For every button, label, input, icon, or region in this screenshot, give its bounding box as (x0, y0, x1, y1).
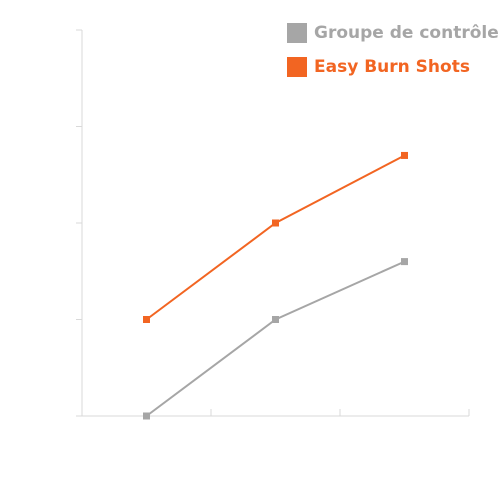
data-point (143, 316, 150, 323)
legend-item-control: Groupe de contrôle (287, 22, 499, 44)
data-point (143, 412, 150, 420)
chart-legend: Groupe de contrôle Easy Burn Shots (287, 22, 499, 90)
data-point (272, 316, 279, 323)
series-1 (143, 151, 408, 323)
legend-label-control: Groupe de contrôle (314, 23, 499, 43)
legend-label-easy-burn-shots: Easy Burn Shots (314, 57, 470, 77)
legend-swatch-control (287, 23, 307, 43)
chart-series (143, 151, 408, 420)
series-line (145, 260, 405, 417)
legend-item-easy-burn-shots: Easy Burn Shots (287, 56, 499, 78)
data-point (401, 151, 408, 159)
series-0 (143, 258, 408, 420)
data-point (401, 258, 408, 266)
data-point (272, 219, 279, 227)
legend-swatch-easy-burn-shots (287, 57, 307, 77)
series-line (145, 154, 405, 321)
